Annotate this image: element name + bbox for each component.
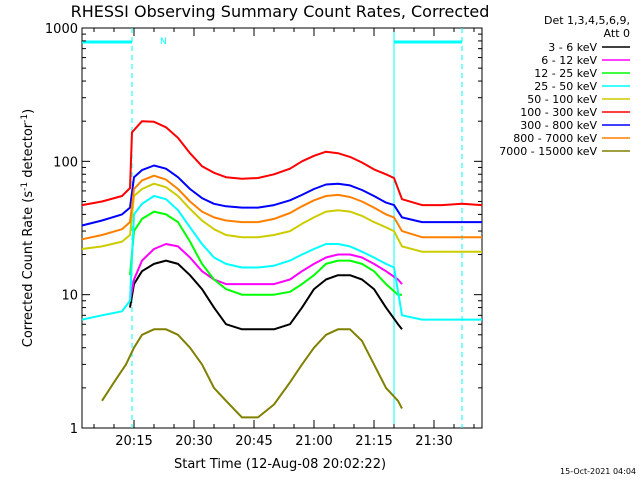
chart-title: RHESSI Observing Summary Count Rates, Co… — [71, 2, 490, 21]
y-axis-title-main: Corrected Count Rate (s — [21, 191, 36, 348]
y-axis-title-end: ) — [21, 109, 36, 114]
series-line-7 — [81, 174, 482, 241]
y-tick-label: 100 — [53, 155, 78, 170]
x-tick-label: 20:30 — [175, 434, 212, 449]
plot-area: 1 10 100 1000 20:15 20:30 20:45 21:00 21:15 21:3… — [45, 22, 483, 449]
series-line-3 — [81, 195, 482, 321]
series-line-1 — [129, 243, 403, 301]
y-axis-title-mid: detector — [21, 122, 36, 182]
legend-title-line2: Att 0 — [604, 27, 630, 40]
series-line-5 — [81, 120, 483, 207]
plot-frame — [81, 27, 483, 429]
legend-label: 12 - 25 keV — [534, 67, 597, 80]
legend-label: 300 - 800 keV — [520, 119, 597, 132]
y-tick-label: 1 — [70, 422, 78, 437]
x-tick-label: 21:00 — [295, 434, 332, 449]
y-tick-label: 1000 — [45, 22, 78, 37]
legend-label: 6 - 12 keV — [541, 54, 597, 67]
x-tick-label: 21:15 — [355, 434, 392, 449]
legend-label: 50 - 100 keV — [527, 93, 597, 106]
legend-label: 7000 - 15000 keV — [499, 145, 597, 158]
y-tick-label: 10 — [61, 289, 78, 304]
series-lines — [81, 120, 483, 419]
series-line-0 — [129, 259, 403, 331]
y-axis-title: Corrected Count Rate (s-1 detector-1) — [20, 109, 36, 347]
x-tick-label: 20:45 — [235, 434, 272, 449]
x-axis-title: Start Time (12-Aug-08 20:02:22) — [174, 457, 386, 472]
legend-title-line1: Det 1,3,4,5,6,9, — [544, 14, 630, 27]
series-line-4 — [81, 182, 482, 253]
generation-timestamp: 15-Oct-2021 04:04 — [560, 467, 636, 476]
legend-label: 100 - 300 keV — [520, 106, 597, 119]
y-axis-title-sup1: -1 — [20, 182, 30, 191]
x-tick-label: 21:30 — [415, 434, 452, 449]
x-tick-label: 20:15 — [115, 434, 152, 449]
y-axis-ticks: 1 10 100 1000 — [45, 22, 482, 437]
x-axis-ticks: 20:15 20:30 20:45 21:00 21:15 21:30 — [93, 28, 475, 449]
series-line-6 — [81, 164, 482, 227]
y-axis-title-sup2: -1 — [20, 114, 30, 123]
time-markers — [82, 28, 463, 428]
night-marker-label: N — [160, 37, 167, 47]
legend-label: 800 - 7000 keV — [513, 132, 597, 145]
legend-label: 3 - 6 keV — [548, 41, 597, 54]
series-line-2 — [129, 210, 402, 296]
series-line-8 — [101, 328, 403, 419]
legend-label: 25 - 50 keV — [534, 80, 597, 93]
